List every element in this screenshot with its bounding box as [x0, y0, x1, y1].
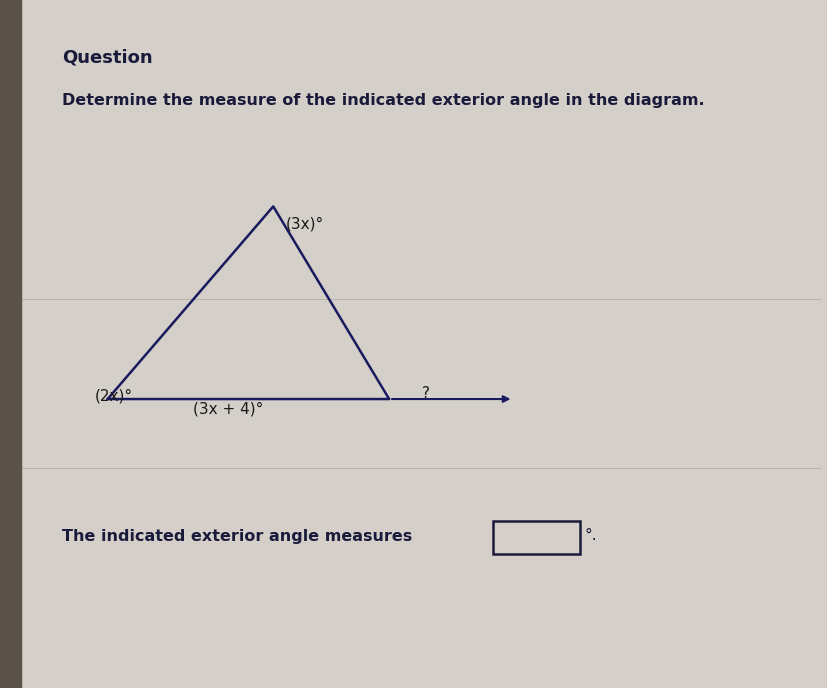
Text: (3x + 4)°: (3x + 4)° — [193, 402, 262, 417]
Text: Question: Question — [62, 48, 152, 66]
Text: (2x)°: (2x)° — [95, 388, 133, 403]
Text: Determine the measure of the indicated exterior angle in the diagram.: Determine the measure of the indicated e… — [62, 93, 704, 108]
FancyBboxPatch shape — [492, 521, 579, 554]
Text: (3x)°: (3x)° — [285, 216, 323, 231]
Text: ?: ? — [422, 386, 430, 401]
Text: The indicated exterior angle measures: The indicated exterior angle measures — [62, 529, 412, 544]
Text: °.: °. — [584, 528, 596, 543]
Bar — [0, 0, 21, 688]
